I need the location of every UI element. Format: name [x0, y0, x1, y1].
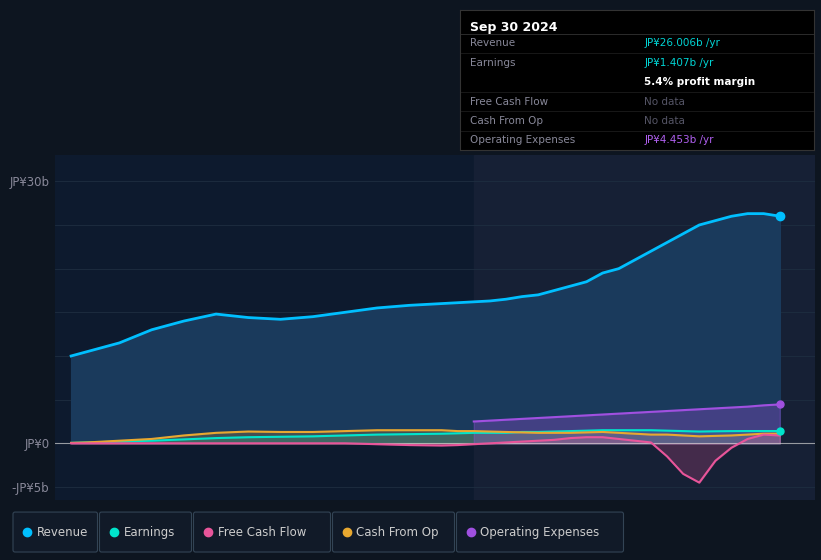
Text: JP¥4.453b /yr: JP¥4.453b /yr [644, 136, 713, 145]
Text: Revenue: Revenue [470, 39, 516, 49]
Text: 5.4% profit margin: 5.4% profit margin [644, 77, 755, 87]
Text: Cash From Op: Cash From Op [470, 116, 544, 126]
FancyBboxPatch shape [333, 512, 455, 552]
Text: No data: No data [644, 116, 685, 126]
Text: Earnings: Earnings [470, 58, 516, 68]
Text: JP¥1.407b /yr: JP¥1.407b /yr [644, 58, 713, 68]
Text: Operating Expenses: Operating Expenses [470, 136, 576, 145]
Text: Cash From Op: Cash From Op [356, 525, 439, 539]
Text: Operating Expenses: Operating Expenses [480, 525, 600, 539]
Text: Sep 30 2024: Sep 30 2024 [470, 21, 558, 34]
Text: JP¥26.006b /yr: JP¥26.006b /yr [644, 39, 720, 49]
Text: Revenue: Revenue [37, 525, 89, 539]
Text: No data: No data [644, 96, 685, 106]
Text: Earnings: Earnings [123, 525, 175, 539]
FancyBboxPatch shape [456, 512, 623, 552]
FancyBboxPatch shape [194, 512, 331, 552]
Bar [474, 155, 815, 500]
Text: Free Cash Flow: Free Cash Flow [470, 96, 548, 106]
FancyBboxPatch shape [99, 512, 191, 552]
FancyBboxPatch shape [13, 512, 98, 552]
Text: Free Cash Flow: Free Cash Flow [218, 525, 306, 539]
